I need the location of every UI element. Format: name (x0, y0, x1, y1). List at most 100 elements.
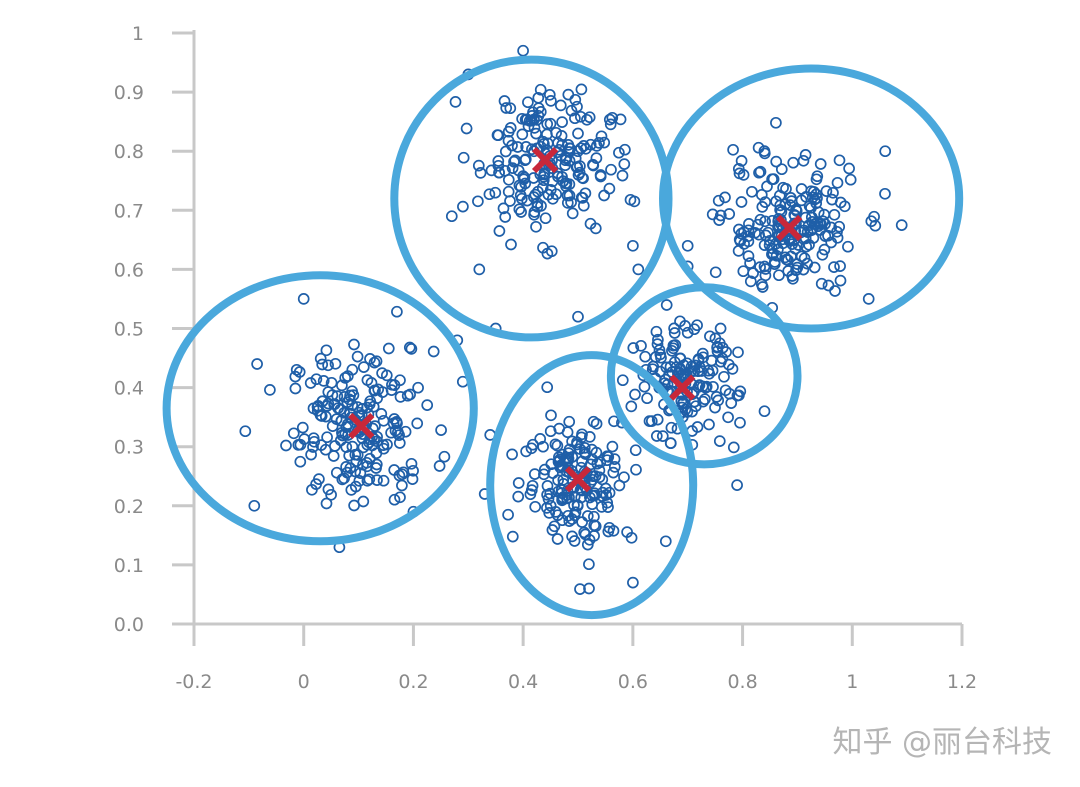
data-point (541, 502, 553, 514)
data-point (508, 155, 520, 168)
data-point (322, 397, 335, 410)
data-point (498, 95, 511, 107)
data-point (734, 235, 747, 247)
data-point (529, 500, 542, 513)
data-point (325, 488, 337, 501)
data-point (756, 281, 769, 293)
data-point (754, 213, 767, 226)
data-point (297, 293, 310, 305)
cluster-boundary (606, 283, 802, 469)
data-point (357, 361, 370, 373)
data-point (643, 415, 656, 427)
data-point (382, 342, 395, 355)
y-tick-label: 0.6 (114, 259, 144, 281)
data-point (613, 146, 625, 159)
x-tick-label: 0.2 (398, 671, 428, 693)
data-point (787, 156, 800, 169)
data-point (635, 339, 647, 352)
data-point (576, 516, 588, 528)
data-point (575, 491, 588, 504)
data-point (614, 113, 627, 126)
data-point (581, 510, 594, 522)
data-point (650, 430, 663, 442)
data-point (511, 141, 524, 153)
data-point (681, 239, 694, 252)
data-point (655, 351, 667, 364)
data-point (336, 379, 348, 392)
data-point (335, 414, 348, 427)
data-point (516, 128, 529, 141)
data-point (650, 325, 663, 338)
data-point (538, 168, 551, 181)
y-tick-label: 0.4 (114, 378, 144, 400)
data-point (369, 384, 381, 397)
data-point (326, 420, 339, 432)
data-point (601, 450, 613, 463)
data-point (506, 448, 518, 461)
data-point (828, 261, 840, 273)
data-point (761, 180, 773, 193)
data-point (652, 333, 664, 346)
data-point (594, 456, 607, 469)
data-point (554, 99, 567, 112)
data-point (340, 441, 353, 453)
data-point (502, 508, 514, 521)
data-point (770, 155, 783, 168)
data-point (544, 183, 557, 196)
cluster-boundary (390, 55, 673, 342)
data-point (322, 483, 335, 496)
data-point (327, 450, 340, 462)
data-point (862, 293, 875, 305)
data-point (457, 200, 469, 213)
data-point (549, 438, 562, 451)
data-point (545, 409, 557, 422)
y-tick-label: 0.0 (114, 614, 144, 636)
data-point (512, 164, 525, 177)
data-point (364, 353, 376, 365)
data-point (742, 250, 755, 262)
data-point (264, 384, 276, 396)
data-point (528, 191, 540, 203)
data-point (627, 342, 640, 354)
cluster-boundary (162, 271, 478, 546)
data-point (502, 185, 515, 198)
data-point (583, 582, 595, 595)
data-point (734, 416, 746, 429)
data-point (579, 142, 592, 155)
data-point (767, 173, 780, 185)
data-point (555, 149, 567, 162)
data-point (606, 111, 619, 124)
data-point (346, 440, 359, 453)
data-point (366, 439, 379, 452)
data-point (319, 410, 332, 423)
centroid-marker (564, 466, 592, 493)
data-point (820, 185, 833, 197)
data-point (473, 263, 486, 276)
data-point (779, 251, 792, 264)
data-point (608, 415, 620, 428)
data-point (594, 170, 607, 183)
data-point (351, 449, 364, 461)
data-point (586, 443, 598, 456)
data-point (377, 474, 390, 487)
data-point (530, 220, 542, 233)
data-point (815, 277, 828, 290)
data-point (638, 380, 651, 393)
data-point (305, 448, 317, 461)
centroid-marker (531, 146, 559, 174)
data-point (527, 438, 539, 451)
data-point (349, 480, 362, 493)
data-point (364, 395, 377, 408)
data-point (844, 173, 857, 186)
data-point (798, 224, 810, 237)
data-point (307, 441, 319, 453)
data-point (696, 380, 709, 393)
data-point (435, 424, 447, 436)
data-point (600, 489, 613, 501)
data-point (744, 257, 756, 269)
data-point (356, 432, 369, 445)
data-point (797, 154, 810, 167)
data-point (569, 93, 582, 106)
data-point (370, 462, 382, 474)
data-point (556, 116, 568, 128)
